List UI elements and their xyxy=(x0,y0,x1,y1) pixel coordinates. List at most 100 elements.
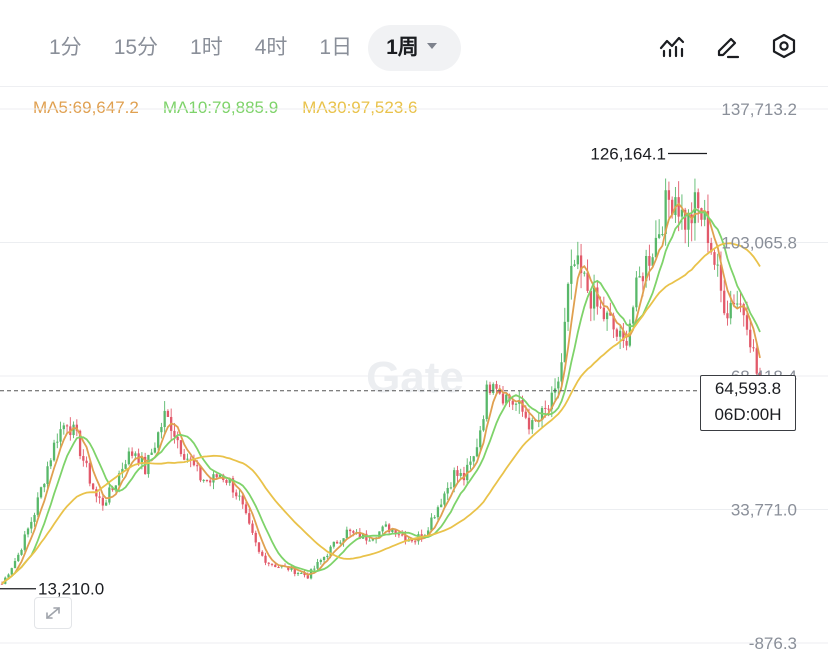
ma10-label: MA10:79,885.9 xyxy=(162,98,279,117)
candle-body xyxy=(586,272,589,291)
candle-body xyxy=(654,237,658,258)
candle-body xyxy=(134,453,137,456)
candle-body xyxy=(625,340,628,346)
candlestick-chart[interactable]: Gate 137,713.2103,065.868,418.433,771.0-… xyxy=(0,87,828,649)
tab-15m[interactable]: 15分 xyxy=(113,36,159,59)
candle-body xyxy=(430,517,433,531)
candle-body xyxy=(677,197,680,217)
candle-body xyxy=(446,487,449,494)
candle-body xyxy=(91,483,95,490)
candle-body xyxy=(254,532,257,543)
candle-body xyxy=(726,313,729,319)
candle-body xyxy=(658,234,661,238)
candle-body xyxy=(241,495,244,505)
candle-body xyxy=(277,567,280,569)
candle-body xyxy=(397,534,401,536)
candle-body xyxy=(300,572,303,574)
tab-4h[interactable]: 4时 xyxy=(254,36,288,59)
candle-body xyxy=(443,493,446,505)
candle-body xyxy=(130,451,134,456)
candle-body xyxy=(65,425,69,427)
candle-body xyxy=(371,538,375,541)
candle-body xyxy=(648,256,651,266)
candle-body xyxy=(671,199,674,216)
tab-1d[interactable]: 1日 xyxy=(319,36,353,59)
candle-body xyxy=(98,496,101,498)
candle-body xyxy=(514,403,518,405)
candle-body xyxy=(440,504,443,508)
candle-body xyxy=(342,538,345,543)
candle-body xyxy=(78,430,82,457)
candle-body xyxy=(664,190,667,235)
ma10-line xyxy=(1,207,761,585)
candle-body xyxy=(319,560,322,562)
candle-body xyxy=(205,479,209,481)
candle-body xyxy=(479,430,482,448)
candle-body xyxy=(527,417,531,430)
candle-body xyxy=(257,542,261,552)
candle-body xyxy=(472,456,475,462)
candle-body xyxy=(492,384,495,394)
candle-body xyxy=(394,529,397,535)
candle-body xyxy=(231,478,235,493)
candle-body xyxy=(427,530,430,535)
candle-body xyxy=(303,572,306,576)
candle-body xyxy=(482,419,485,431)
candle-body xyxy=(335,541,339,544)
candle-body xyxy=(680,209,684,217)
candle-body xyxy=(644,256,648,282)
candle-body xyxy=(475,447,479,457)
candle-body xyxy=(495,384,498,389)
candle-body xyxy=(378,531,381,539)
candle-body xyxy=(56,441,59,443)
candle-body xyxy=(387,524,391,533)
candle-body xyxy=(111,487,114,491)
candle-body xyxy=(189,458,192,460)
candle-body xyxy=(596,287,599,307)
candle-body xyxy=(547,408,550,410)
candle-body xyxy=(82,456,85,461)
candle-body xyxy=(729,302,732,319)
candle-body xyxy=(160,427,163,433)
y-tick-label: 103,065.8 xyxy=(721,234,797,253)
candle-body xyxy=(225,479,228,483)
candle-body xyxy=(550,392,553,410)
candle-body xyxy=(62,425,65,430)
candle-body xyxy=(368,540,371,542)
candle-body xyxy=(228,478,231,483)
candle-body xyxy=(589,290,592,309)
candle-body xyxy=(329,546,332,556)
candle-body xyxy=(433,517,436,519)
tab-1w[interactable]: 1周 xyxy=(368,25,461,71)
low-marker-label: 13,210.0 xyxy=(38,580,104,599)
candle-body xyxy=(0,583,4,585)
candle-body xyxy=(121,468,124,474)
settings-hexagon-icon[interactable] xyxy=(770,32,798,60)
candle-body xyxy=(72,424,75,436)
candle-body xyxy=(39,487,43,498)
interval-tabs: 1分 15分 1时 4时 1日 1周 xyxy=(33,22,461,74)
candle-body xyxy=(384,524,388,527)
candle-body xyxy=(150,452,153,455)
candle-body xyxy=(687,214,690,230)
candle-body xyxy=(114,485,118,491)
candle-body xyxy=(752,347,755,349)
candle-body xyxy=(700,208,703,220)
pencil-icon[interactable] xyxy=(714,32,742,60)
reset-zoom-button[interactable] xyxy=(34,597,72,629)
tab-1h[interactable]: 1时 xyxy=(190,36,223,59)
candle-body xyxy=(261,551,264,556)
candle-body xyxy=(26,528,30,535)
tab-1m[interactable]: 1分 xyxy=(49,36,82,59)
candle-body xyxy=(638,276,641,278)
candle-body xyxy=(52,442,56,461)
candle-body xyxy=(85,460,88,464)
candle-body xyxy=(322,557,326,561)
candle-body xyxy=(46,466,49,484)
candle-body xyxy=(544,407,547,409)
candle-body xyxy=(592,287,596,309)
high-marker-label: 126,164.1 xyxy=(590,144,666,163)
candle-body xyxy=(326,555,329,558)
candle-body xyxy=(599,306,602,308)
indicator-icon[interactable] xyxy=(658,32,686,60)
